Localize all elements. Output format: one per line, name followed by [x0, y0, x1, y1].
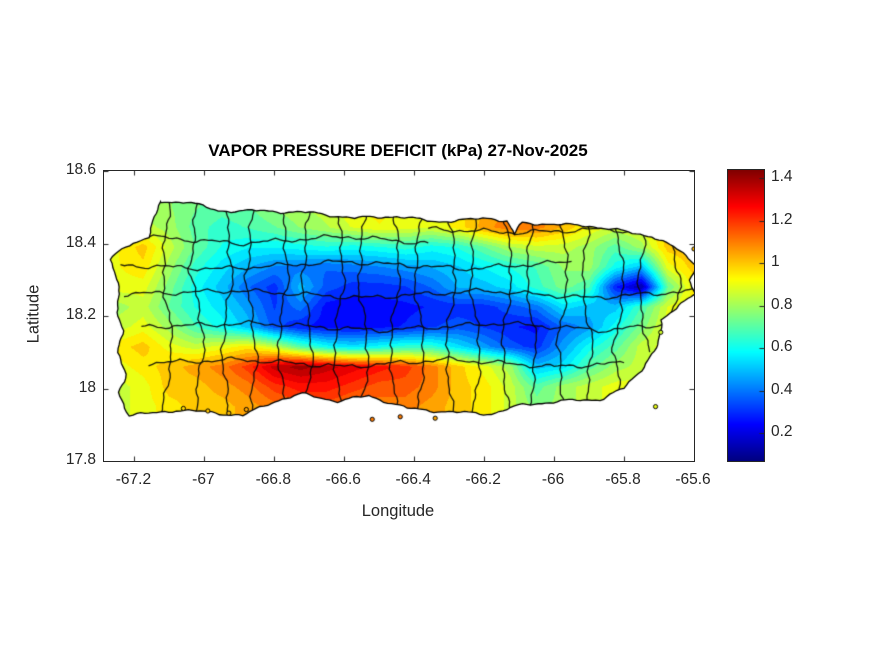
colorbar-tick-label: 1.2	[771, 210, 793, 228]
x-tick-label: -66.6	[325, 471, 361, 488]
colorbar-tick-label: 0.6	[771, 338, 793, 356]
x-tick-label: -65.8	[605, 471, 641, 488]
x-tick-label: -66.4	[395, 471, 431, 488]
x-axis-label: Longitude	[361, 502, 435, 520]
x-tick-label: -67.2	[115, 471, 152, 488]
colorbar-tick-label: 1.4	[771, 168, 793, 186]
y-tick-label: 18.4	[65, 233, 96, 251]
y-axis-label: Latitude	[24, 284, 43, 344]
chart-title: VAPOR PRESSURE DEFICIT (kPa) 27-Nov-2025	[208, 141, 588, 160]
vpd-map-canvas	[104, 171, 694, 461]
y-tick-label: 18.2	[65, 306, 96, 323]
colorbar-tick-label: 0.4	[771, 380, 793, 398]
colorbar-tick-label: 0.8	[771, 295, 793, 313]
colorbar	[727, 169, 765, 462]
x-tick-label: -66.8	[255, 471, 291, 488]
y-tick-label: 17.8	[65, 451, 96, 468]
colorbar-tick-label: 0.2	[771, 423, 793, 441]
x-tick-label: -66	[541, 471, 565, 488]
x-tick-label: -66.2	[465, 471, 501, 488]
y-tick-label: 18	[78, 378, 96, 396]
x-tick-label: -65.6	[675, 471, 711, 488]
colorbar-canvas	[728, 170, 764, 461]
y-tick-label: 18.6	[65, 161, 96, 178]
map-plot-area	[103, 170, 695, 462]
x-tick-label: -67	[192, 471, 215, 488]
colorbar-tick-label: 1	[771, 253, 780, 271]
